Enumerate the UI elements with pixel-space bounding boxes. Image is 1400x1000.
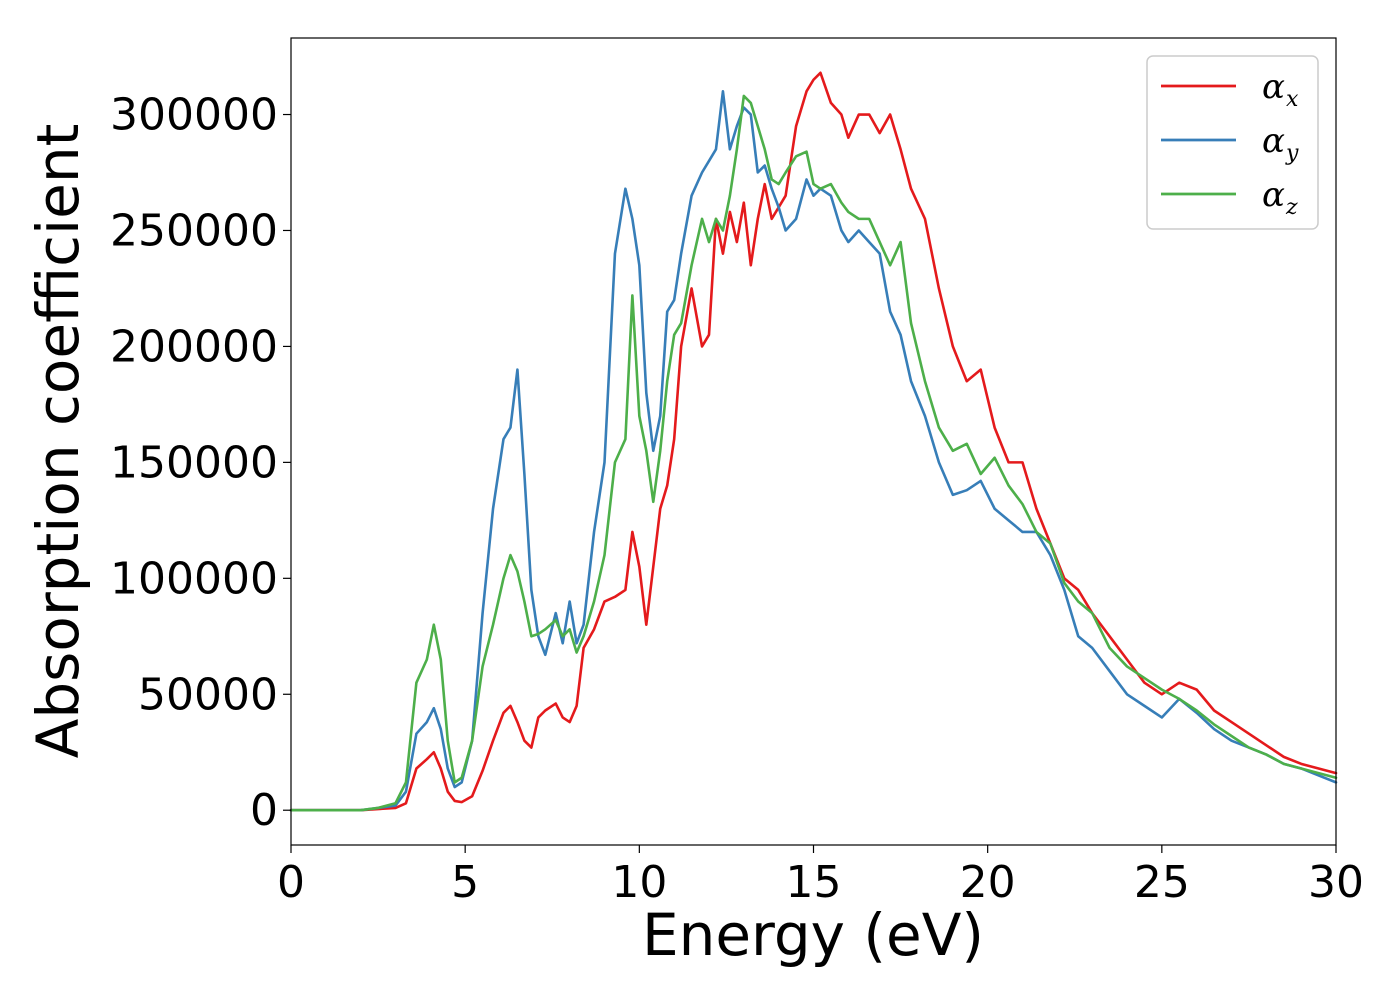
y-tick-label: 250000 (110, 205, 278, 256)
legend-box (1146, 55, 1319, 230)
x-tick-label: 10 (611, 857, 667, 908)
legend: αx αy αz (1146, 55, 1319, 230)
y-tick-label: 100000 (110, 553, 278, 604)
legend-label-alpha-z: αz (1262, 175, 1298, 220)
y-tick-label: 150000 (110, 437, 278, 488)
y-axis: 0 50000 100000 150000 200000 250000 300000 (110, 90, 291, 836)
x-tick-label: 30 (1308, 857, 1364, 908)
legend-label-alpha-x: αx (1262, 67, 1299, 112)
y-tick-label: 200000 (110, 321, 278, 372)
y-tick-label: 0 (250, 785, 278, 836)
series-line-alpha-x (289, 71, 1338, 812)
x-tick-label: 20 (960, 857, 1016, 908)
series-line-alpha-y (289, 90, 1338, 812)
x-axis: 0 5 10 15 20 25 30 (277, 845, 1364, 908)
x-axis-label: Energy (eV) (642, 901, 984, 969)
legend-label-alpha-y: αy (1262, 121, 1299, 166)
y-tick-label: 50000 (138, 669, 278, 720)
x-tick-label: 25 (1134, 857, 1190, 908)
x-tick-label: 0 (277, 857, 305, 908)
y-tick-label: 300000 (110, 90, 278, 141)
y-axis-label: Absorption coefficient (24, 124, 92, 759)
series-layer (289, 71, 1338, 812)
x-tick-label: 15 (786, 857, 842, 908)
x-tick-label: 5 (451, 857, 479, 908)
series-line-alpha-z (289, 94, 1338, 812)
